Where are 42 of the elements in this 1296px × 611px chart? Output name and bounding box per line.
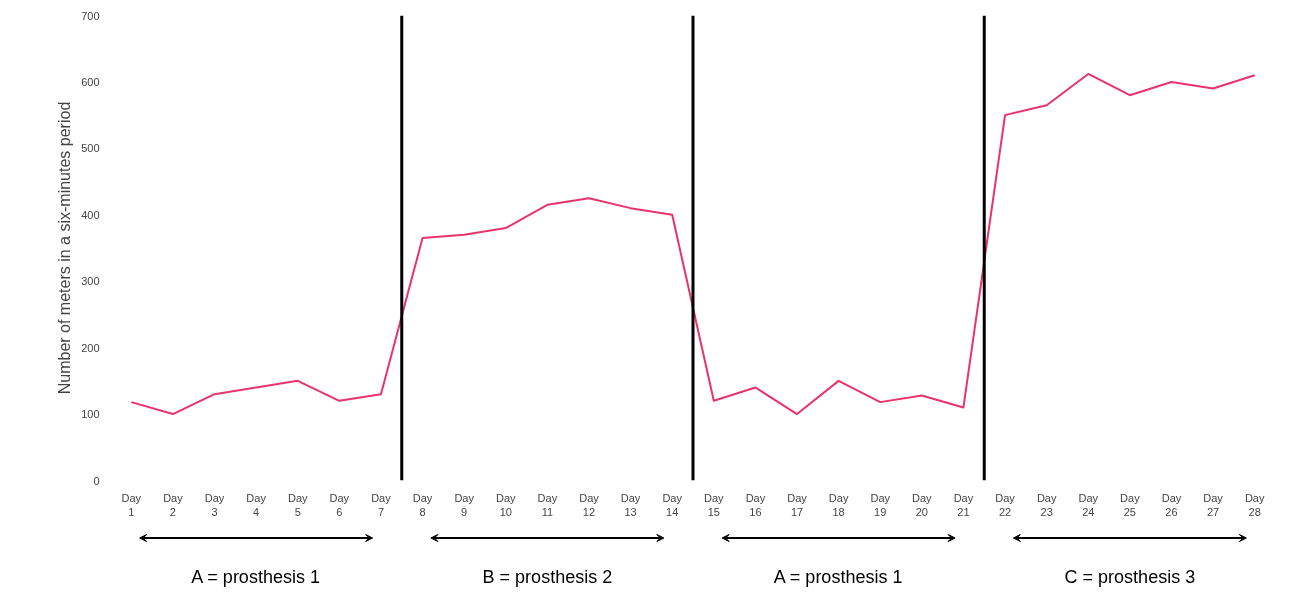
x-tick-label: Day 16 xyxy=(745,491,766,518)
y-tick-label: 100 xyxy=(81,408,100,421)
x-tick-label: Day 14 xyxy=(662,491,683,518)
text: A = prosthesis 1 xyxy=(191,567,320,587)
x-tick-label: Day 28 xyxy=(1244,491,1265,518)
y-tick-label: 0 xyxy=(93,474,100,487)
x-tick-label: Day 10 xyxy=(495,491,517,518)
x-tick-label: Day 12 xyxy=(579,491,600,518)
x-tick-label: Day 2 xyxy=(163,491,184,518)
x-tick-label: Day 15 xyxy=(704,491,725,518)
x-tick-label: Day 27 xyxy=(1203,491,1224,518)
x-tick-label: Day 5 xyxy=(287,491,309,518)
y-axis-title: Number of meters in a six-minutes period xyxy=(56,101,74,395)
x-tick-label: Day 23 xyxy=(1036,491,1057,518)
x-tick-label: Day 6 xyxy=(329,491,350,518)
text: C = prosthesis 3 xyxy=(1064,567,1196,587)
x-tick-label: Day 17 xyxy=(787,491,808,518)
x-tick-label: Day 13 xyxy=(620,491,641,518)
x-tick-label: Day 1 xyxy=(121,491,142,518)
x-tick-label: Day 11 xyxy=(537,491,558,518)
y-tick-label: 300 xyxy=(81,275,100,288)
x-tick-label: Day 20 xyxy=(912,491,933,518)
x-tick-label: Day 8 xyxy=(412,491,433,518)
y-tick-label: 400 xyxy=(81,208,100,221)
x-tick-label: Day 4 xyxy=(246,491,267,518)
x-tick-label: Day 25 xyxy=(1120,491,1141,518)
y-tick-label: 500 xyxy=(81,142,100,155)
text: B = prosthesis 2 xyxy=(482,567,613,587)
x-tick-label: Day 18 xyxy=(828,491,849,518)
x-tick-label: Day 22 xyxy=(995,491,1016,518)
x-tick-label: Day 3 xyxy=(204,491,225,518)
x-tick-label: Day 21 xyxy=(953,491,974,518)
line-series xyxy=(130,72,1256,416)
x-tick-label: Day 24 xyxy=(1078,491,1099,518)
y-tick-label: 200 xyxy=(81,341,100,354)
x-tick-label: Day 9 xyxy=(454,491,475,518)
x-tick-label: Day 19 xyxy=(870,491,891,518)
x-tick-label: Day 26 xyxy=(1161,491,1182,518)
y-tick-label: 700 xyxy=(81,9,100,22)
x-tick-label: Day 7 xyxy=(371,491,392,518)
text: A = prosthesis 1 xyxy=(773,567,903,587)
y-tick-label: 600 xyxy=(81,75,100,88)
